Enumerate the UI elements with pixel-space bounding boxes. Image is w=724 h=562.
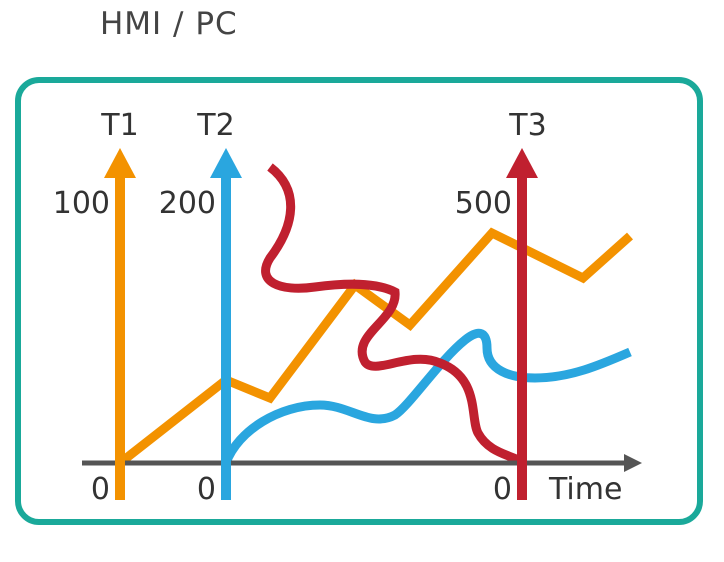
- t3-axis-arrowhead: [506, 148, 538, 178]
- t2-axis-name: T2: [196, 108, 234, 143]
- t1-max-label: 100: [53, 186, 110, 221]
- t1-curve: [117, 227, 633, 467]
- t2-zero-label: 0: [197, 472, 216, 507]
- t3-max-label: 500: [455, 186, 512, 221]
- t1-axis: T1 100 0: [53, 108, 139, 507]
- time-axis-label: Time: [548, 472, 622, 507]
- t2-axis-arrowhead: [210, 148, 242, 178]
- t3-axis: T3 500 0: [455, 108, 547, 507]
- t1-axis-arrowhead: [104, 148, 136, 178]
- t2-curve: [221, 328, 632, 465]
- t2-axis: T2 200 0: [159, 108, 242, 507]
- t1-zero-label: 0: [91, 472, 110, 507]
- page-title: HMI / PC: [100, 6, 238, 42]
- hmi-frame: [15, 77, 703, 525]
- t3-curve: [261, 163, 526, 467]
- t3-axis-name: T3: [508, 108, 546, 143]
- time-axis-arrowhead: [624, 454, 642, 472]
- t2-max-label: 200: [159, 186, 216, 221]
- t3-zero-label: 0: [493, 472, 512, 507]
- t1-axis-name: T1: [100, 108, 138, 143]
